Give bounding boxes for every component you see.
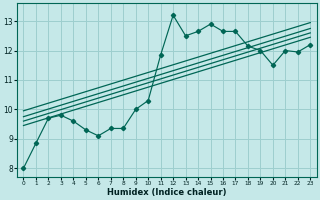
X-axis label: Humidex (Indice chaleur): Humidex (Indice chaleur) [107, 188, 227, 197]
